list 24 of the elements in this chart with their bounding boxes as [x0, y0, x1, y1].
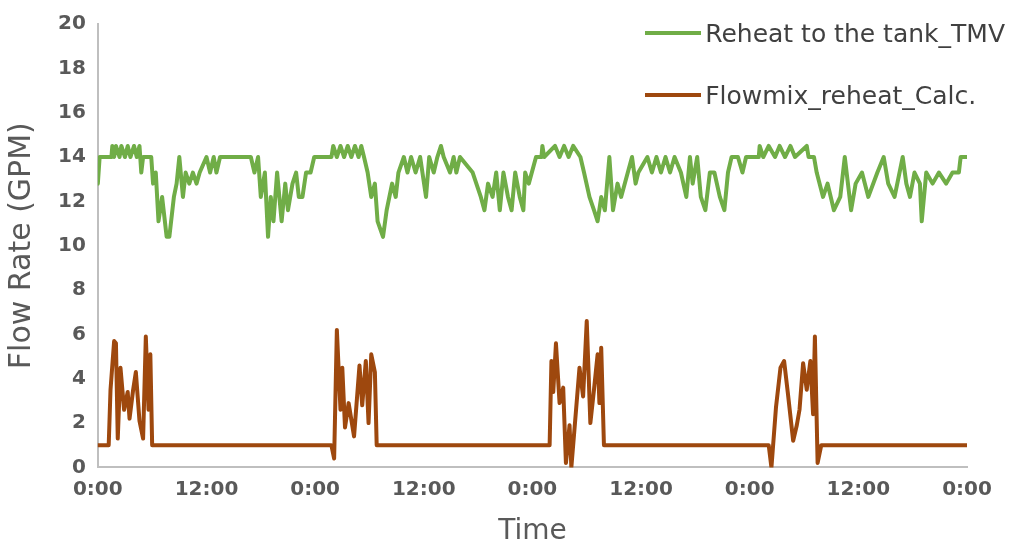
y-tick-label: 12	[57, 187, 86, 212]
x-tick-label: 0:00	[942, 475, 992, 500]
legend-label: Flowmix_reheat_Calc.	[705, 80, 977, 110]
x-tick-label: 0:00	[290, 475, 340, 500]
y-tick-label: 2	[71, 409, 86, 434]
x-tick-label: 12:00	[826, 475, 891, 500]
x-tick-label: 0:00	[72, 475, 123, 500]
y-tick-label: 14	[57, 143, 86, 168]
y-tick-label: 6	[71, 320, 86, 345]
x-axis-title: Time	[497, 513, 567, 547]
y-tick-label: 10	[57, 231, 86, 256]
y-axis-title: Flow Rate (GPM)	[1, 122, 37, 370]
legend-label: Reheat to the tank_TMV	[705, 18, 1005, 48]
y-tick-label: 0	[71, 453, 86, 478]
y-tick-label: 16	[57, 98, 86, 123]
x-tick-label: 12:00	[609, 475, 673, 500]
x-tick-label: 0:00	[724, 475, 775, 500]
x-tick-label: 12:00	[391, 475, 456, 500]
y-tick-label: 20	[57, 10, 86, 35]
x-tick-label: 12:00	[174, 475, 239, 500]
y-tick-label: 8	[71, 276, 86, 301]
y-tick-label: 4	[71, 364, 86, 389]
y-tick-label: 18	[57, 54, 86, 79]
x-tick-label: 0:00	[507, 475, 558, 500]
